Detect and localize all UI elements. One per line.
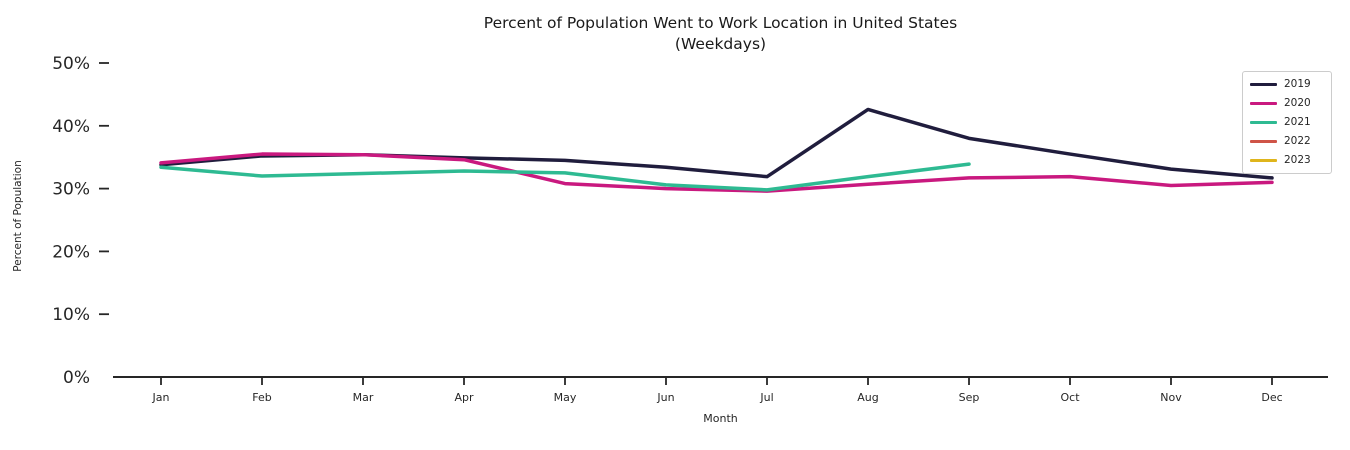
series-line-2020 [159,152,1274,193]
x-tick-label: Aug [857,391,878,404]
legend-item-2023: 2023 [1250,154,1323,167]
y-tick-label: 50% [52,54,90,74]
legend-swatch-2023 [1250,158,1277,163]
legend-item-2020: 2020 [1250,97,1323,110]
series-line-2019 [159,107,1274,180]
legend-swatch-2019 [1250,82,1277,87]
legend-label-2023: 2023 [1284,154,1311,166]
y-tick-label: 40% [52,117,90,137]
chart-title: Percent of Population Went to Work Locat… [113,13,1328,55]
legend-item-2021: 2021 [1250,116,1323,129]
x-tick-label: Jun [656,391,674,404]
x-axis-title: Month [703,412,738,425]
legend-swatch-2020 [1250,101,1277,106]
x-tick-label: Jan [152,391,170,404]
x-tick-label: Apr [454,391,474,404]
legend-label-2022: 2022 [1284,135,1311,147]
x-tick-label: Dec [1261,391,1282,404]
legend-item-2019: 2019 [1250,78,1323,91]
x-tick-label: Jul [759,391,773,404]
x-tick-label: Oct [1060,391,1080,404]
x-tick-label: May [554,391,577,404]
legend-label-2021: 2021 [1284,116,1311,128]
x-tick-label: Feb [252,391,271,404]
legend-label-2020: 2020 [1284,97,1311,109]
series-line-2021 [159,162,971,192]
legend-label-2019: 2019 [1284,78,1311,90]
x-tick-label: Sep [959,391,980,404]
x-tick-label: Mar [353,391,374,404]
y-tick-label: 10% [52,305,90,325]
y-axis-title: Percent of Population [12,160,24,272]
legend: 2019 2020 2021 2022 2023 [1242,71,1332,174]
y-tick-label: 30% [52,180,90,200]
y-tick-label: 20% [52,242,90,262]
chart-title-line2: (Weekdays) [674,35,767,53]
legend-swatch-2021 [1250,120,1277,125]
x-tick-label: Nov [1160,391,1182,404]
legend-item-2022: 2022 [1250,135,1323,148]
legend-swatch-2022 [1250,139,1277,144]
y-tick-label: 0% [63,368,90,388]
chart-title-line1: Percent of Population Went to Work Locat… [483,14,958,32]
